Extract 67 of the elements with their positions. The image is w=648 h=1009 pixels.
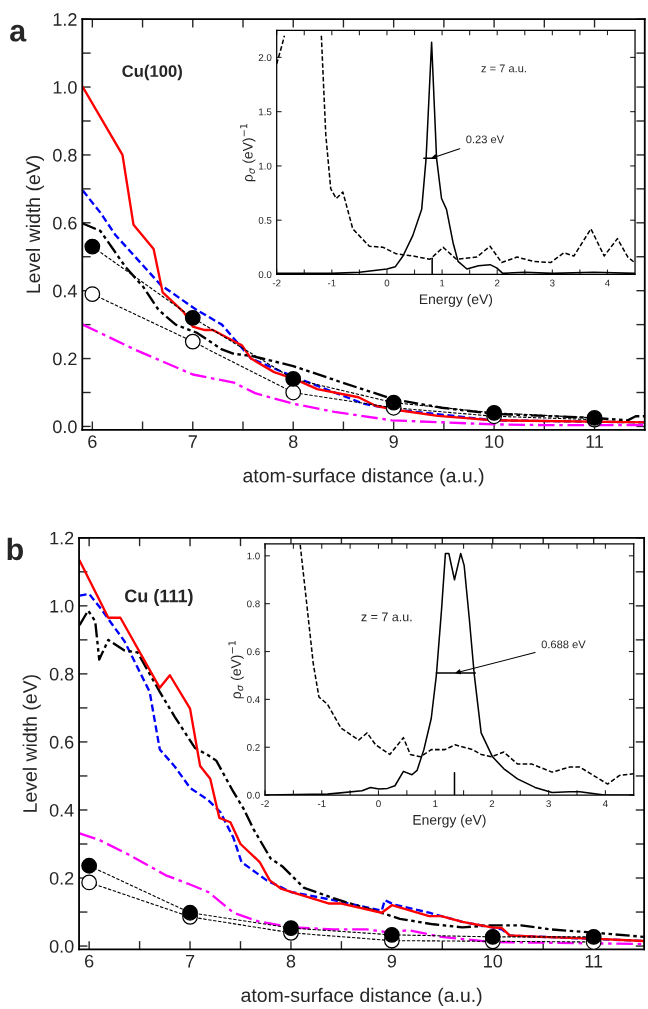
x-tick-label: 4 xyxy=(605,279,610,287)
x-tick-label: 8 xyxy=(288,435,298,448)
x-tick-label: 3 xyxy=(546,800,551,808)
x-tick-label: 8 xyxy=(286,954,296,968)
y-tick-label: 0.8 xyxy=(247,600,260,608)
y-tick-label: 0.4 xyxy=(247,696,260,703)
annotation: 0.688 eV xyxy=(541,640,586,649)
x-tick-label: 10 xyxy=(484,954,503,968)
x-tick-label: -2 xyxy=(261,800,269,807)
x-tick-label: 7 xyxy=(188,435,197,448)
y-tick-label: 0.8 xyxy=(49,667,74,681)
y-axis-title: Level width (eV) xyxy=(25,156,44,293)
text: a xyxy=(10,24,27,42)
y-axis-title: Level width (eV) xyxy=(22,675,41,812)
y-tick-label: 1.0 xyxy=(247,552,260,560)
y-tick-label: 0.0 xyxy=(49,940,74,953)
x-axis-title: Energy (eV) xyxy=(419,293,493,307)
y-tick-label: 1.0 xyxy=(53,80,77,94)
x-tick-label: 0 xyxy=(376,800,381,808)
x-tick-label: 6 xyxy=(85,954,94,968)
x-tick-label: 1 xyxy=(440,279,445,287)
x-axis-title: Energy (eV) xyxy=(413,814,486,828)
y-axis-title: ρ$_{σ}$ (eV)$^{−1}$ xyxy=(228,641,244,699)
x-tick-label: 2 xyxy=(495,279,500,287)
x-tick-label: -2 xyxy=(272,279,281,287)
y-axis-title: ρ$_{σ}$ (eV)$^{−1}$ xyxy=(240,123,256,182)
x-tick-label: 6 xyxy=(88,435,97,448)
x-tick-label: 0 xyxy=(384,279,390,287)
y-tick-label: 1.0 xyxy=(50,599,74,613)
annotation: z = 7 a.u. xyxy=(361,612,412,622)
annotation: Cu (111) xyxy=(125,589,193,606)
y-tick-label: 0.2 xyxy=(247,743,260,751)
y-tick-label: 0.6 xyxy=(247,648,260,656)
annotation: Cu(100) xyxy=(122,64,182,81)
y-tick-label: 0.2 xyxy=(53,352,77,366)
x-axis-title: atom-surface distance (a.u.) xyxy=(243,468,484,487)
x-axis-title: atom-surface distance (a.u.) xyxy=(241,987,482,1006)
x-tick-label: 1 xyxy=(433,800,438,807)
y-tick-label: 2.0 xyxy=(258,54,272,62)
y-tick-label: 0.0 xyxy=(258,271,272,279)
y-tick-label: 0.4 xyxy=(49,803,74,817)
y-tick-label: 0.8 xyxy=(53,148,77,162)
x-tick-label: -1 xyxy=(327,279,336,287)
x-tick-label: 2 xyxy=(489,800,495,807)
x-tick-label: 3 xyxy=(550,279,555,287)
annotation: 0.23 eV xyxy=(466,135,505,144)
x-tick-label: -1 xyxy=(317,800,326,807)
y-tick-label: 1.2 xyxy=(53,13,77,26)
y-tick-label: 0.6 xyxy=(53,216,77,230)
y-tick-label: 0.0 xyxy=(247,791,260,799)
y-tick-label: 1.5 xyxy=(259,108,272,116)
y-tick-label: 0.6 xyxy=(49,735,74,749)
y-tick-label: 1.2 xyxy=(50,531,74,545)
x-tick-label: 9 xyxy=(387,954,397,968)
x-tick-label: 11 xyxy=(585,954,603,968)
y-tick-label: 1.0 xyxy=(259,162,272,170)
x-tick-label: 11 xyxy=(586,435,604,448)
x-tick-label: 10 xyxy=(485,435,504,448)
x-tick-label: 7 xyxy=(185,954,195,968)
y-tick-label: 0.5 xyxy=(258,216,272,224)
annotation: z = 7 a.u. xyxy=(481,64,526,73)
y-tick-label: 0.0 xyxy=(53,420,77,434)
x-tick-label: 4 xyxy=(602,800,608,807)
y-tick-label: 0.4 xyxy=(53,284,77,298)
text: b xyxy=(7,537,24,561)
y-tick-label: 0.2 xyxy=(49,871,74,885)
x-tick-label: 9 xyxy=(389,435,398,448)
